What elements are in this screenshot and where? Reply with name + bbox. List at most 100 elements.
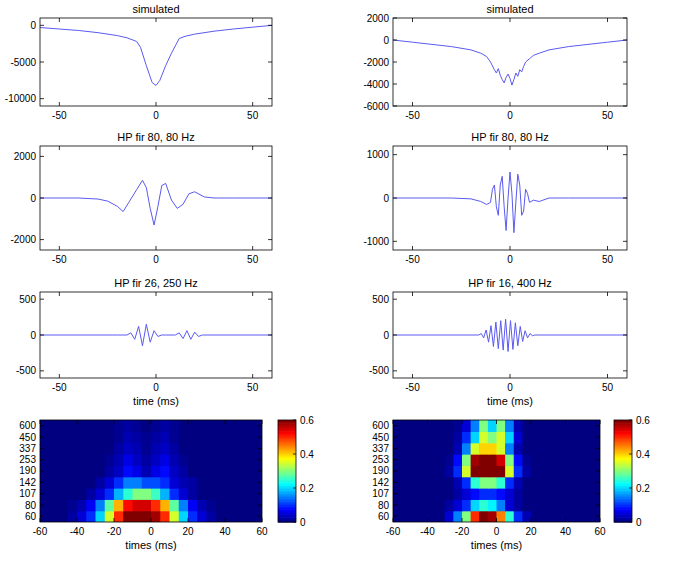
y-tick-label: -2000 [10, 234, 36, 245]
heat-cell [462, 431, 471, 443]
heat-cell [96, 431, 106, 443]
x-tick [225, 420, 226, 424]
x-tick [262, 518, 263, 522]
heat-cell [123, 420, 133, 432]
heat-cell [591, 443, 600, 455]
heat-cell [114, 443, 124, 455]
heat-cell [225, 499, 235, 511]
y-tick-label: -1000 [363, 236, 389, 247]
heat-cell [123, 465, 133, 477]
panel-title: HP fir 16, 400 Hz [468, 277, 552, 289]
y-tick-label: 500 [372, 294, 389, 305]
heat-cell [557, 488, 566, 500]
heat-cell [436, 488, 445, 500]
heat-cell [105, 454, 115, 466]
heat-cell [244, 511, 254, 522]
x-tick [565, 518, 566, 522]
heat-cell [548, 465, 557, 477]
x-tick [59, 292, 60, 296]
heat-cell [574, 477, 583, 489]
heat-cell [566, 511, 575, 522]
heat-cell [488, 488, 497, 500]
heat-cell [428, 511, 437, 522]
y-tick-label: 0 [383, 193, 389, 204]
heat-cell [96, 488, 106, 500]
heat-cell [142, 443, 152, 455]
x-tick [531, 518, 532, 522]
plot-area [40, 420, 262, 522]
heat-cell [410, 477, 419, 489]
heat-cell [419, 431, 428, 443]
y-tick-label: 253 [19, 454, 36, 465]
panel-title: HP fir 80, 80 Hz [471, 131, 548, 143]
heat-cell [133, 454, 143, 466]
waveform-line [393, 40, 627, 85]
heat-cell [244, 477, 254, 489]
x-tick [156, 374, 157, 378]
x-tick-label: -50 [52, 254, 67, 265]
heat-cell [197, 454, 207, 466]
heat-cell [49, 454, 59, 466]
heat-cell [428, 431, 437, 443]
y-tick [40, 335, 44, 336]
heat-cell [410, 431, 419, 443]
x-tick [252, 246, 253, 250]
heat-cell [557, 511, 566, 522]
y-tick-label: 253 [372, 454, 389, 465]
heat-cell [497, 443, 506, 455]
heat-cell [453, 465, 462, 477]
heat-cell [488, 477, 497, 489]
y-tick [623, 18, 627, 19]
x-tick [510, 146, 511, 150]
y-tick-label: 0 [30, 193, 36, 204]
heat-cell [445, 477, 454, 489]
heat-cell [133, 443, 143, 455]
y-tick [40, 62, 44, 63]
heat-cell [591, 454, 600, 466]
heat-cell [179, 499, 189, 511]
heat-cell [522, 454, 531, 466]
heat-cell [105, 420, 115, 432]
heat-cell [40, 511, 50, 522]
heat-cell [170, 431, 180, 443]
heat-cell [142, 465, 152, 477]
y-tick [393, 241, 397, 242]
heat-cell [428, 499, 437, 511]
heat-cell [488, 499, 497, 511]
waveform-line [393, 319, 627, 351]
heat-cell [151, 443, 161, 455]
y-tick [623, 370, 627, 371]
y-tick [596, 505, 600, 506]
x-tick [262, 420, 263, 424]
heat-cell [488, 511, 497, 522]
heat-cell [188, 488, 198, 500]
heat-cell [197, 511, 207, 522]
heat-cell [244, 488, 254, 500]
heat-cell [123, 477, 133, 489]
y-tick-label: 190 [372, 465, 389, 476]
x-tick-label: -20 [107, 526, 122, 537]
heat-cell [471, 431, 480, 443]
heat-cell [59, 499, 69, 511]
y-tick-label: 2000 [367, 13, 390, 24]
heat-cell [170, 488, 180, 500]
heat-cell [402, 443, 411, 455]
heat-cell [96, 454, 106, 466]
heat-cell [188, 477, 198, 489]
heat-cell [216, 465, 226, 477]
heat-cell [402, 431, 411, 443]
heat-cell [197, 443, 207, 455]
heat-cell [170, 454, 180, 466]
x-tick-label: 50 [247, 382, 259, 393]
y-tick-label: 107 [19, 488, 36, 499]
heat-cell [428, 420, 437, 432]
x-tick [114, 420, 115, 424]
heat-cell [540, 465, 549, 477]
y-tick-label: 1000 [367, 149, 390, 160]
heat-cell [59, 454, 69, 466]
heat-cell [197, 488, 207, 500]
y-tick [393, 335, 397, 336]
heat-cell [531, 454, 540, 466]
y-tick-label: 0 [30, 20, 36, 31]
x-tick [496, 420, 497, 424]
